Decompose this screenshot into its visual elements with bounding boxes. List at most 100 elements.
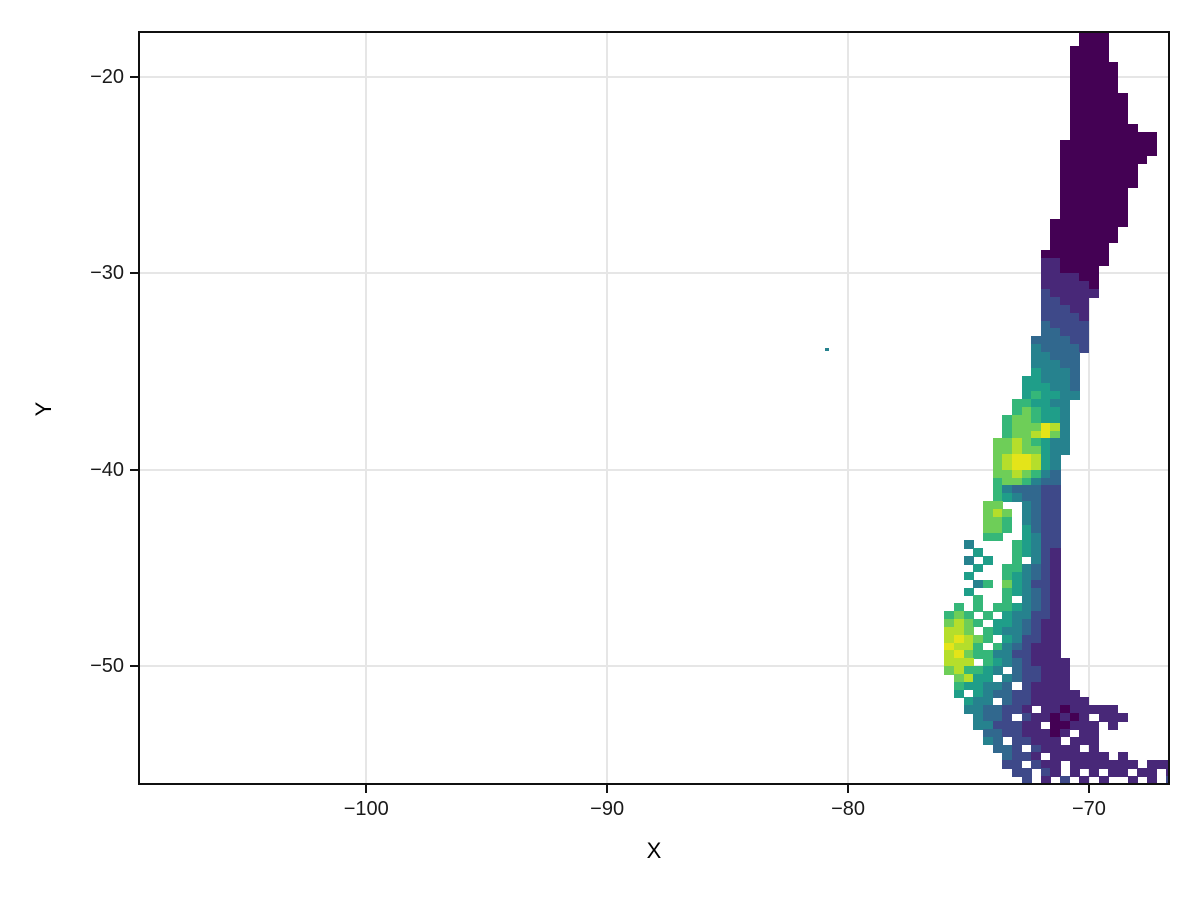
raster-cell [954,673,965,683]
raster-cell [1108,92,1119,102]
raster-cell [1021,509,1032,518]
raster-cell [1011,587,1023,596]
raster-cell [1031,477,1042,487]
raster-cell [1011,721,1023,730]
raster-cell [1031,352,1042,361]
raster-cell [1060,430,1071,439]
raster-cell [1050,257,1061,267]
raster-cell [1002,509,1013,518]
raster-cell [1050,666,1061,675]
raster-cell [1031,391,1042,400]
raster-cell [973,548,984,557]
raster-cell [1031,595,1042,604]
raster-cell [944,634,955,644]
raster-cell [1079,281,1090,290]
raster-cell [1040,281,1051,290]
raster-cell [1079,226,1090,235]
raster-cell [1098,187,1109,196]
raster-cell [1117,92,1129,102]
raster-cell [1031,461,1042,471]
raster-cell [1021,587,1032,596]
raster-cell [1079,728,1090,738]
raster-cell [1127,132,1138,141]
x-gridline [606,33,609,783]
y-tick-label: −30 [90,262,124,285]
raster-cell [1021,728,1032,738]
raster-cell [1108,218,1119,227]
raster-cell [1079,242,1090,251]
raster-cell [1069,304,1080,314]
raster-cell [1021,516,1032,526]
raster-cell [1079,140,1090,149]
raster-cell [1098,210,1109,220]
raster-cell [1098,132,1109,141]
raster-cell [1021,705,1032,714]
raster-cell [1050,493,1061,502]
raster-cell [1098,752,1109,761]
raster-cell [973,650,984,659]
raster-cell [1040,595,1051,604]
raster-cell [1021,689,1032,699]
raster-cell [1098,257,1109,267]
raster-cell [1069,375,1080,384]
raster-cell [1108,760,1119,769]
raster-cell [1002,438,1013,447]
raster-cell [944,642,955,651]
raster-cell [1060,383,1071,392]
raster-cell [944,618,955,628]
raster-cell [1108,108,1119,118]
raster-cell [963,658,974,667]
raster-cell [1011,454,1023,463]
raster-cell [1089,242,1100,251]
raster-cell [992,689,1003,699]
raster-cell [1040,642,1051,651]
raster-cell [1060,187,1071,196]
raster-cell [1021,634,1032,644]
raster-cell [1040,744,1051,753]
raster-cell [1069,92,1080,102]
raster-cell [1060,658,1071,667]
raster-cell [1040,328,1051,337]
raster-cell [1002,721,1013,730]
raster-cell [1002,697,1013,706]
raster-cell [1040,587,1051,596]
raster-cell [1002,658,1013,667]
raster-cell [992,736,1003,746]
raster-cell [1079,163,1090,172]
raster-cell [1069,281,1080,290]
raster-cell [1040,289,1051,298]
raster-cell [992,721,1003,730]
raster-cell [1069,768,1080,777]
raster-cell [1040,658,1051,667]
raster-cell [1050,501,1061,510]
raster-cell [1060,297,1071,306]
raster-cell [1050,289,1061,298]
raster-cell [1040,304,1051,314]
raster-cell [1040,375,1051,384]
raster-cell [1089,179,1100,188]
raster-cell [1050,768,1061,777]
raster-cell [1079,257,1090,267]
raster-cell [1002,681,1013,691]
raster-cell [1079,328,1090,337]
raster-cell [1021,383,1032,392]
raster-cell [1098,116,1109,125]
raster-cell [1040,446,1051,455]
raster-cell [1040,344,1051,353]
raster-cell [1079,775,1090,783]
raster-cell [1108,77,1119,86]
raster-cell [1011,438,1023,447]
raster-cell [1031,728,1042,738]
raster-cell [1040,485,1051,494]
raster-cell [1011,697,1023,706]
raster-cell [1079,77,1090,86]
raster-cell [1069,736,1080,746]
raster-cell [983,532,994,541]
raster-cell [1021,438,1032,447]
raster-cell [1031,752,1042,761]
raster-cell [1079,320,1090,330]
raster-cell [1040,666,1051,675]
x-tick-label: −100 [343,798,389,820]
raster-cell [1021,485,1032,494]
raster-cell [963,681,974,691]
